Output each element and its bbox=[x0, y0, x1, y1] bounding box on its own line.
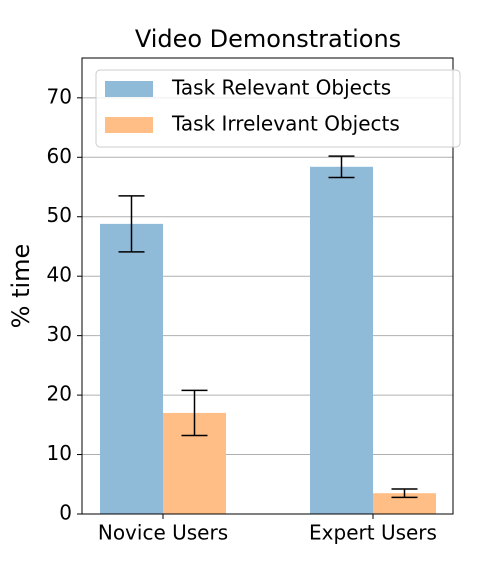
bar bbox=[310, 166, 373, 514]
error-bar bbox=[391, 488, 418, 499]
y-tick-label: 60 bbox=[47, 144, 72, 168]
y-tick-label: 0 bbox=[59, 501, 72, 525]
legend-label: Task Relevant Objects bbox=[171, 76, 391, 100]
axes-frame bbox=[81, 57, 454, 515]
y-axis-label: % time bbox=[7, 244, 35, 329]
error-bar bbox=[181, 389, 208, 437]
legend-swatch bbox=[105, 117, 153, 133]
legend-box bbox=[95, 69, 461, 148]
x-tick-label: Novice Users bbox=[98, 521, 228, 545]
x-tick-label: Expert Users bbox=[309, 521, 437, 545]
y-tick-label: 10 bbox=[47, 441, 72, 465]
error-bar bbox=[118, 195, 145, 253]
legend-label: Task Irrelevant Objects bbox=[171, 112, 400, 136]
y-tick-label: 70 bbox=[47, 84, 72, 108]
legend-swatch bbox=[105, 81, 153, 97]
chart-title: Video Demonstrations bbox=[135, 25, 401, 53]
bar bbox=[373, 493, 436, 514]
y-tick-label: 30 bbox=[47, 322, 72, 346]
error-bar bbox=[328, 155, 355, 179]
y-tick-label: 20 bbox=[47, 382, 72, 406]
y-tick-label: 50 bbox=[47, 203, 72, 227]
y-tick-label: 40 bbox=[47, 263, 72, 287]
bar bbox=[100, 223, 163, 514]
